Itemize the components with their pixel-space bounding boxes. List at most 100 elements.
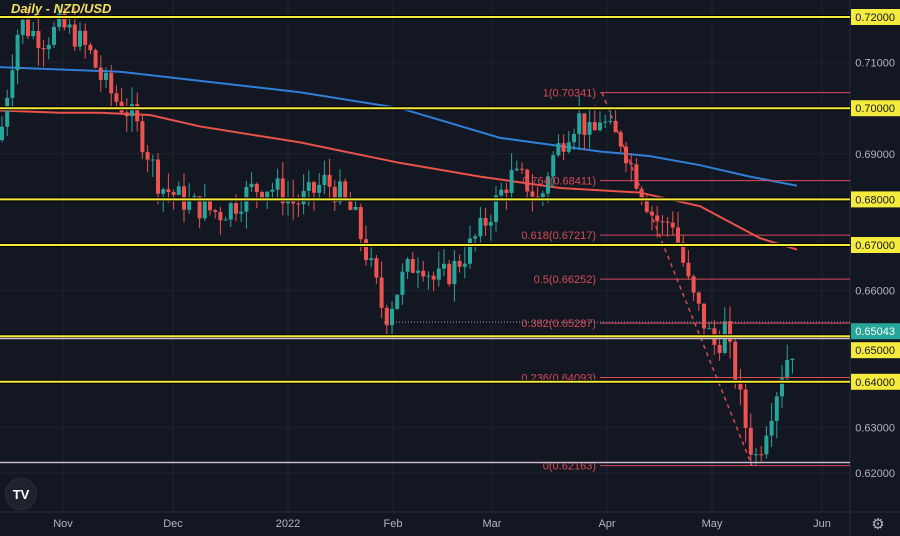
candle-body — [88, 44, 93, 51]
candle-body — [603, 121, 608, 123]
candle-body — [327, 174, 332, 187]
fib-level-label: 0.5(0.66252) — [534, 274, 596, 286]
candle — [681, 235, 686, 267]
candle-body — [738, 381, 743, 390]
candle-body — [696, 292, 701, 304]
time-axis[interactable]: Nov Dec 2022 Feb Mar Apr May Jun — [53, 518, 831, 530]
candle-body — [140, 121, 145, 153]
candle-body — [239, 211, 244, 214]
candle-body — [410, 259, 415, 273]
candle-body — [478, 217, 483, 237]
candle-body — [67, 24, 72, 28]
candle — [509, 153, 514, 202]
candle-body — [280, 178, 285, 204]
candle — [660, 214, 665, 236]
candle — [46, 37, 51, 60]
candle — [369, 247, 374, 268]
candle-body — [98, 67, 103, 80]
candle-body — [525, 169, 530, 192]
candle — [670, 211, 675, 236]
time-axis-label: Feb — [384, 518, 403, 530]
candle — [384, 304, 389, 335]
candle-body — [462, 263, 467, 267]
candle — [488, 214, 493, 241]
candle — [124, 98, 129, 132]
candle — [83, 23, 88, 59]
candle-body — [223, 219, 228, 221]
candle — [743, 382, 748, 443]
candle-body — [780, 378, 784, 397]
candle — [764, 426, 769, 459]
candle-body — [114, 93, 119, 102]
price-axis-label: 0.65000 — [855, 345, 895, 357]
candle-body — [426, 275, 431, 277]
candle — [530, 173, 535, 212]
candle-body — [379, 277, 384, 308]
price-axis-label: 0.63000 — [855, 422, 895, 434]
candle — [410, 251, 415, 274]
candle — [390, 301, 394, 335]
time-axis-label: Apr — [598, 518, 615, 530]
candle — [468, 225, 472, 269]
candle-body — [166, 189, 171, 193]
settings-gear-icon[interactable]: ⚙ — [871, 516, 885, 533]
candle-body — [249, 183, 254, 188]
candle — [504, 182, 509, 210]
candle-body — [483, 217, 488, 226]
candle — [150, 154, 155, 178]
candle — [26, 7, 30, 39]
candle-body — [135, 104, 140, 122]
price-axis-label: 0.66000 — [855, 286, 895, 298]
candle-body — [15, 34, 20, 71]
candle-body — [234, 203, 238, 214]
candle-body — [769, 420, 774, 436]
candle — [774, 391, 779, 439]
candle — [135, 92, 140, 132]
candle-body — [598, 122, 602, 131]
candle — [93, 48, 98, 69]
candle — [31, 22, 36, 40]
candle-body — [260, 192, 264, 199]
candle — [665, 217, 670, 237]
price-badge-level — [851, 237, 900, 253]
tradingview-logo[interactable]: TV — [5, 478, 37, 510]
candle-body — [691, 276, 696, 293]
candle — [603, 114, 608, 128]
candle-body — [41, 48, 46, 50]
candle — [202, 184, 207, 221]
candle — [462, 246, 467, 279]
candle — [52, 21, 56, 48]
candle — [483, 207, 488, 236]
candle-body — [452, 260, 457, 285]
price-axis[interactable]: 0.72000 0.71000 0.70000 0.69000 0.68000 0.670… — [851, 9, 900, 480]
candle-body — [228, 203, 233, 220]
candle-body — [665, 221, 670, 223]
candle — [156, 152, 160, 205]
candle-body — [759, 454, 764, 456]
current-price-label: 0.65043 — [855, 326, 895, 338]
candle-body — [218, 211, 223, 221]
candle-body — [442, 263, 446, 269]
candle-body — [748, 427, 753, 455]
candle-body — [145, 152, 150, 160]
candle-body — [124, 112, 129, 117]
candle — [239, 197, 244, 222]
candle — [535, 186, 540, 199]
candle-body — [686, 262, 691, 277]
candle — [577, 95, 582, 151]
candle — [494, 185, 498, 232]
candles — [0, 5, 795, 467]
candle-body — [202, 199, 207, 219]
candle-body — [62, 13, 67, 28]
candle-body — [431, 275, 436, 280]
candle-body — [504, 189, 509, 193]
candle-body — [306, 182, 311, 191]
candle — [280, 162, 285, 216]
candle-body — [764, 435, 769, 455]
candle — [728, 306, 732, 359]
candle-body — [400, 271, 405, 295]
candle-body — [774, 396, 779, 421]
candle-body — [358, 206, 363, 240]
candle-body — [587, 122, 592, 135]
